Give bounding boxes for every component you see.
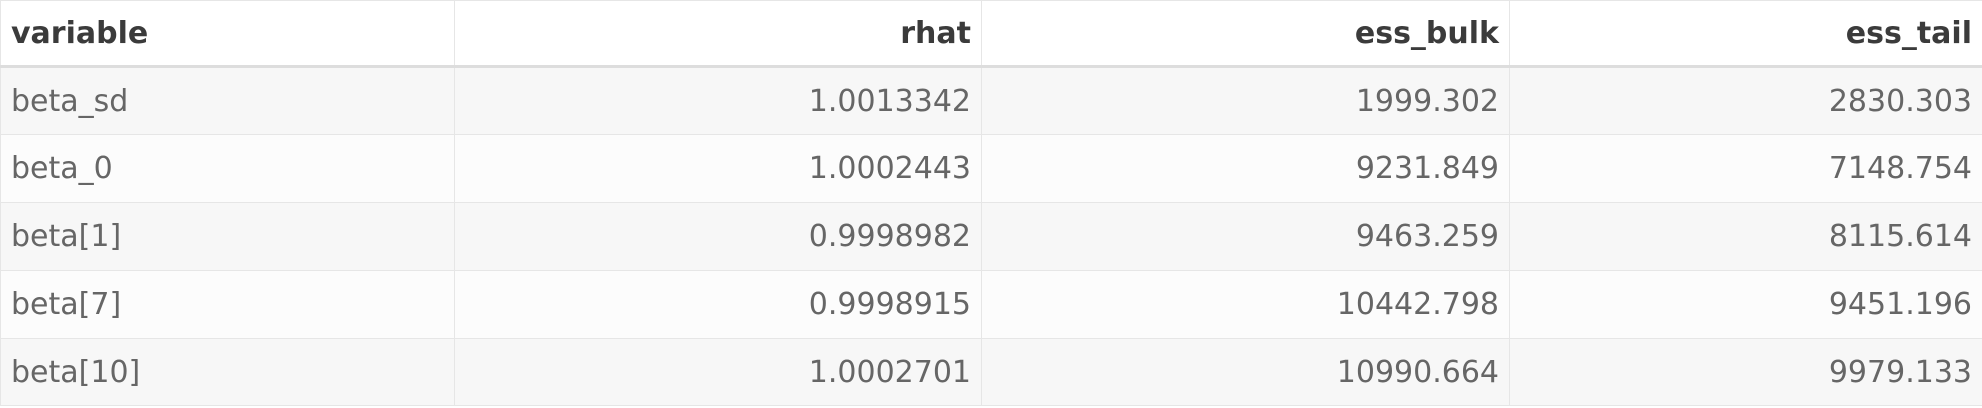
cell-ess-bulk: 10990.664: [981, 338, 1510, 406]
table-row: beta_0 1.0002443 9231.849 7148.754: [0, 134, 1982, 203]
cell-rhat: 1.0002701: [454, 338, 982, 406]
cell-rhat: 1.0013342: [454, 66, 982, 135]
cell-ess-tail: 2830.303: [1509, 66, 1982, 135]
column-header-ess-bulk[interactable]: ess_bulk: [981, 0, 1510, 68]
table-body: beta_sd 1.0013342 1999.302 2830.303 beta…: [0, 66, 1982, 406]
cell-ess-tail: 9451.196: [1509, 270, 1982, 339]
table-row: beta[7] 0.9998915 10442.798 9451.196: [0, 270, 1982, 339]
column-header-variable[interactable]: variable: [0, 0, 455, 68]
cell-ess-tail: 9979.133: [1509, 338, 1982, 406]
column-header-ess-tail[interactable]: ess_tail: [1509, 0, 1982, 68]
cell-variable: beta_0: [0, 134, 455, 203]
column-header-rhat[interactable]: rhat: [454, 0, 982, 68]
cell-rhat: 0.9998915: [454, 270, 982, 339]
table-row: beta[1] 0.9998982 9463.259 8115.614: [0, 202, 1982, 271]
cell-variable: beta_sd: [0, 66, 455, 135]
cell-variable: beta[10]: [0, 338, 455, 406]
cell-variable: beta[7]: [0, 270, 455, 339]
cell-ess-tail: 7148.754: [1509, 134, 1982, 203]
cell-variable: beta[1]: [0, 202, 455, 271]
cell-ess-bulk: 9231.849: [981, 134, 1510, 203]
cell-rhat: 1.0002443: [454, 134, 982, 203]
cell-ess-bulk: 10442.798: [981, 270, 1510, 339]
cell-ess-bulk: 1999.302: [981, 66, 1510, 135]
table-row: beta[10] 1.0002701 10990.664 9979.133: [0, 338, 1982, 406]
header-row: variable rhat ess_bulk ess_tail: [0, 0, 1982, 68]
cell-rhat: 0.9998982: [454, 202, 982, 271]
cell-ess-bulk: 9463.259: [981, 202, 1510, 271]
table-header: variable rhat ess_bulk ess_tail: [0, 0, 1982, 68]
table-row: beta_sd 1.0013342 1999.302 2830.303: [0, 66, 1982, 135]
cell-ess-tail: 8115.614: [1509, 202, 1982, 271]
